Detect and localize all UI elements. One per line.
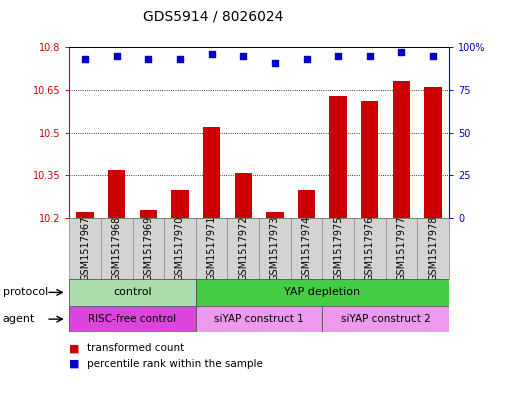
Point [302, 56, 310, 62]
Bar [108, 170, 125, 218]
Bar [386, 218, 417, 279]
Bar [234, 173, 252, 218]
Point [113, 53, 121, 59]
Bar [329, 95, 347, 218]
Bar [266, 212, 284, 218]
Text: GSM1517968: GSM1517968 [112, 216, 122, 281]
Bar [298, 189, 315, 218]
Bar [227, 218, 259, 279]
Bar [140, 209, 157, 218]
Text: GSM1517972: GSM1517972 [238, 216, 248, 281]
Bar [69, 279, 196, 306]
Point [176, 56, 184, 62]
Point [397, 49, 405, 55]
Bar [164, 218, 196, 279]
Bar [354, 218, 386, 279]
Text: GSM1517973: GSM1517973 [270, 216, 280, 281]
Text: agent: agent [3, 314, 35, 324]
Text: GSM1517977: GSM1517977 [397, 216, 406, 281]
Bar [76, 212, 94, 218]
Text: GSM1517971: GSM1517971 [207, 216, 216, 281]
Point [429, 53, 437, 59]
Point [239, 53, 247, 59]
Text: GSM1517974: GSM1517974 [302, 216, 311, 281]
Bar [322, 218, 354, 279]
Text: siYAP construct 2: siYAP construct 2 [341, 314, 430, 324]
Bar [196, 279, 449, 306]
Text: RISC-free control: RISC-free control [88, 314, 176, 324]
Bar [417, 218, 449, 279]
Text: control: control [113, 287, 152, 298]
Bar [424, 87, 442, 218]
Point [366, 53, 374, 59]
Text: ■: ■ [69, 359, 80, 369]
Text: GSM1517975: GSM1517975 [333, 216, 343, 281]
Text: ■: ■ [69, 343, 80, 353]
Text: GSM1517969: GSM1517969 [143, 216, 153, 281]
Text: GSM1517970: GSM1517970 [175, 216, 185, 281]
Bar [259, 218, 291, 279]
Text: percentile rank within the sample: percentile rank within the sample [87, 359, 263, 369]
Bar [171, 189, 189, 218]
Text: YAP depletion: YAP depletion [284, 287, 361, 298]
Bar [196, 306, 322, 332]
Point [144, 56, 152, 62]
Text: GSM1517978: GSM1517978 [428, 216, 438, 281]
Bar [203, 127, 220, 218]
Text: siYAP construct 1: siYAP construct 1 [214, 314, 304, 324]
Point [334, 53, 342, 59]
Bar [69, 218, 101, 279]
Point [81, 56, 89, 62]
Bar [291, 218, 322, 279]
Bar [393, 81, 410, 218]
Bar [361, 101, 379, 218]
Point [207, 51, 215, 57]
Bar [101, 218, 132, 279]
Bar [196, 218, 227, 279]
Text: GDS5914 / 8026024: GDS5914 / 8026024 [143, 10, 284, 24]
Text: GSM1517967: GSM1517967 [80, 216, 90, 281]
Bar [69, 306, 196, 332]
Text: GSM1517976: GSM1517976 [365, 216, 375, 281]
Bar [322, 306, 449, 332]
Text: protocol: protocol [3, 287, 48, 298]
Text: transformed count: transformed count [87, 343, 185, 353]
Point [271, 59, 279, 66]
Bar [132, 218, 164, 279]
